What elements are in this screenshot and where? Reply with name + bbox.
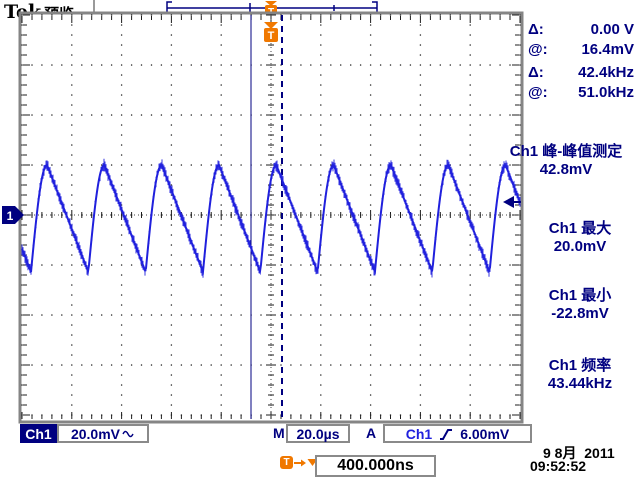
at-value: 16.4mV [581, 41, 634, 58]
trigger-t-icon: T [280, 456, 293, 469]
date-label: 9 8月 2011 [543, 445, 615, 461]
trigger-delay-box: 400.000ns [315, 455, 436, 477]
channel1-marker-label: 1 [7, 209, 14, 223]
time-label: 09:52:52 [530, 458, 587, 474]
trigger-t-letter: T [268, 30, 275, 42]
right-arrow-icon [294, 459, 306, 466]
measurement-title: Ch1 最大 [548, 220, 612, 237]
measurement-value: 20.0mV [553, 238, 607, 255]
channel1-scale-value: 20.0mV [70, 425, 121, 442]
channel1-scale-box: 20.0mV [57, 424, 149, 443]
timebase-scale-box: 20.0µs [286, 424, 350, 443]
trigger-level-arrow-icon [503, 196, 521, 208]
ch1-waveform-trace [21, 158, 521, 278]
cursor-readout-row: Δ: 42.4kHz [528, 64, 634, 81]
trigger-status-box: Ch1 6.00mV [383, 424, 532, 443]
rising-edge-icon [440, 428, 453, 440]
trigger-point-marker: T [264, 22, 278, 42]
trigger-source: Ch1 [405, 425, 433, 442]
measurement-title: Ch1 最小 [548, 287, 612, 304]
trigger-type-label: A [366, 425, 377, 441]
delta-value: 0.00 V [590, 21, 634, 38]
ac-coupling-icon [122, 430, 134, 438]
at-label: @: [528, 41, 548, 58]
measurement-freq: Ch1 频率 43.44kHz [524, 354, 636, 392]
cursor-readout-row: @: 16.4mV [528, 41, 634, 58]
measurement-pk2pk: Ch1 峰-峰值测定 42.8mV [492, 140, 640, 178]
trigger-delay-value: 400.000ns [337, 457, 414, 474]
timebase-scale-value: 20.0µs [296, 425, 340, 442]
channel1-badge: Ch1 [20, 424, 57, 443]
trigger-level-value: 6.00mV [460, 425, 510, 442]
measurement-title: Ch1 峰-峰值测定 [509, 143, 623, 160]
trigger-delay-icons: T [280, 456, 318, 469]
measurement-min: Ch1 最小 -22.8mV [524, 284, 636, 322]
measurement-title: Ch1 频率 [548, 357, 612, 374]
cursor-readout-row: Δ: 0.00 V [528, 21, 634, 38]
main-timebase-label: M [273, 425, 285, 441]
center-axes [21, 14, 521, 419]
delta-label: Δ: [528, 21, 544, 38]
header-divider [93, 0, 95, 15]
grid-dots [21, 14, 521, 416]
at-value: 51.0kHz [578, 84, 634, 101]
delta-value: 42.4kHz [578, 64, 634, 81]
measurement-value: -22.8mV [551, 305, 609, 322]
measurement-value: 42.8mV [539, 161, 593, 178]
delta-label: Δ: [528, 64, 544, 81]
channel1-ground-marker: 1 [2, 206, 24, 224]
measurement-value: 43.44kHz [547, 375, 613, 392]
measurement-max: Ch1 最大 20.0mV [524, 217, 636, 255]
at-label: @: [528, 84, 548, 101]
cursor-lines [250, 15, 283, 419]
cursor-readout-row: @: 51.0kHz [528, 84, 634, 101]
